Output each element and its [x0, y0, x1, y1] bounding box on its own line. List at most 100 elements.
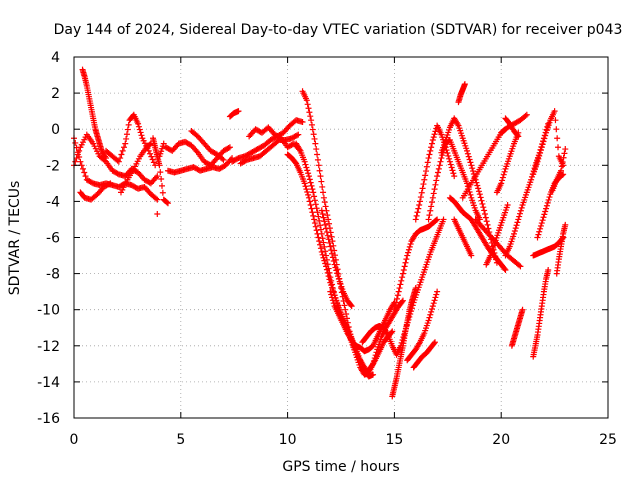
series-track-21 — [327, 288, 398, 355]
data-point-marker — [474, 182, 481, 189]
data-point-marker — [501, 168, 508, 175]
data-point-marker — [399, 298, 406, 305]
data-point-marker — [330, 242, 337, 249]
series-track-19 — [284, 151, 377, 380]
data-point-marker — [432, 181, 439, 188]
data-point-marker — [157, 169, 164, 176]
data-point-marker — [82, 173, 89, 180]
data-point-marker — [444, 150, 451, 157]
data-point-marker — [322, 248, 329, 255]
data-point-marker — [427, 311, 434, 318]
data-point-marker — [419, 185, 426, 192]
data-point-marker — [446, 158, 453, 165]
data-point-marker — [315, 234, 322, 241]
data-point-marker — [399, 297, 406, 304]
data-point-marker — [323, 225, 330, 232]
data-point-marker — [536, 228, 543, 235]
data-point-marker — [330, 257, 337, 264]
series-track-12 — [188, 128, 227, 163]
data-point-marker — [306, 109, 313, 116]
data-point-marker — [320, 239, 327, 246]
x-axis-title: GPS time / hours — [282, 459, 399, 475]
data-point-marker — [74, 151, 81, 158]
data-point-marker — [484, 221, 491, 228]
data-point-marker — [323, 266, 330, 273]
data-point-marker — [303, 97, 310, 104]
series-track-25 — [404, 288, 441, 364]
data-point-marker — [523, 111, 530, 118]
data-point-marker — [429, 194, 436, 201]
data-point-marker — [313, 205, 320, 212]
series-track-10 — [164, 155, 236, 176]
data-point-marker — [416, 202, 423, 209]
data-point-marker — [397, 281, 404, 288]
data-point-marker — [425, 216, 432, 223]
data-point-marker — [467, 191, 474, 198]
data-point-marker — [120, 144, 127, 151]
data-point-marker — [311, 193, 318, 200]
data-point-marker — [319, 211, 326, 218]
data-point-marker — [388, 329, 395, 336]
data-point-marker — [313, 227, 320, 234]
data-point-marker — [431, 131, 438, 138]
data-point-marker — [431, 186, 438, 193]
data-point-marker — [499, 177, 506, 184]
data-point-marker — [307, 179, 314, 186]
data-point-marker — [534, 158, 541, 165]
data-point-marker — [321, 218, 328, 225]
data-point-marker — [302, 161, 309, 168]
data-point-marker — [546, 194, 553, 201]
y-tick-label: -2 — [46, 158, 60, 174]
data-point-marker — [332, 264, 339, 271]
data-point-marker — [392, 303, 399, 310]
data-point-marker — [326, 276, 333, 283]
data-point-marker — [428, 144, 435, 151]
data-point-marker — [317, 245, 324, 252]
data-point-marker — [426, 314, 433, 321]
y-tick-label: -8 — [46, 267, 60, 283]
data-point-marker — [331, 261, 338, 268]
series-track-3 — [79, 66, 110, 162]
data-point-marker — [303, 186, 310, 193]
data-point-marker — [125, 121, 132, 128]
data-point-marker — [226, 144, 233, 151]
data-point-marker — [311, 135, 318, 142]
data-point-marker — [329, 250, 336, 257]
data-point-marker — [306, 176, 313, 183]
data-point-marker — [326, 220, 333, 227]
data-point-marker — [393, 295, 400, 302]
data-point-marker — [320, 189, 327, 196]
data-point-marker — [445, 152, 452, 159]
data-point-marker — [414, 209, 421, 216]
data-point-marker — [412, 216, 419, 223]
data-point-marker — [481, 207, 488, 214]
data-point-marker — [407, 240, 414, 247]
data-point-marker — [428, 199, 435, 206]
data-point-marker — [123, 131, 130, 138]
data-point-marker — [124, 126, 131, 133]
data-point-marker — [476, 191, 483, 198]
data-point-marker — [329, 254, 336, 261]
series-track-6 — [77, 180, 114, 203]
data-point-marker — [135, 120, 142, 127]
data-point-marker — [428, 140, 435, 147]
series-track-30 — [446, 194, 509, 273]
data-point-marker — [325, 216, 332, 223]
series-track-26 — [410, 339, 438, 371]
series-track-41 — [530, 266, 552, 360]
data-point-marker — [430, 190, 437, 197]
data-point-marker — [470, 168, 477, 175]
y-tick-label: -16 — [37, 411, 60, 427]
data-point-marker — [430, 300, 437, 307]
x-tick-label: 10 — [279, 432, 297, 448]
data-point-marker — [562, 146, 569, 153]
series-track-24 — [391, 216, 441, 313]
x-tick-label: 25 — [599, 432, 617, 448]
data-point-marker — [321, 199, 328, 206]
data-point-marker — [304, 167, 311, 174]
data-point-marker — [334, 270, 341, 277]
data-point-marker — [329, 297, 336, 304]
data-point-marker — [348, 303, 355, 310]
y-tick-label: 0 — [51, 122, 60, 138]
